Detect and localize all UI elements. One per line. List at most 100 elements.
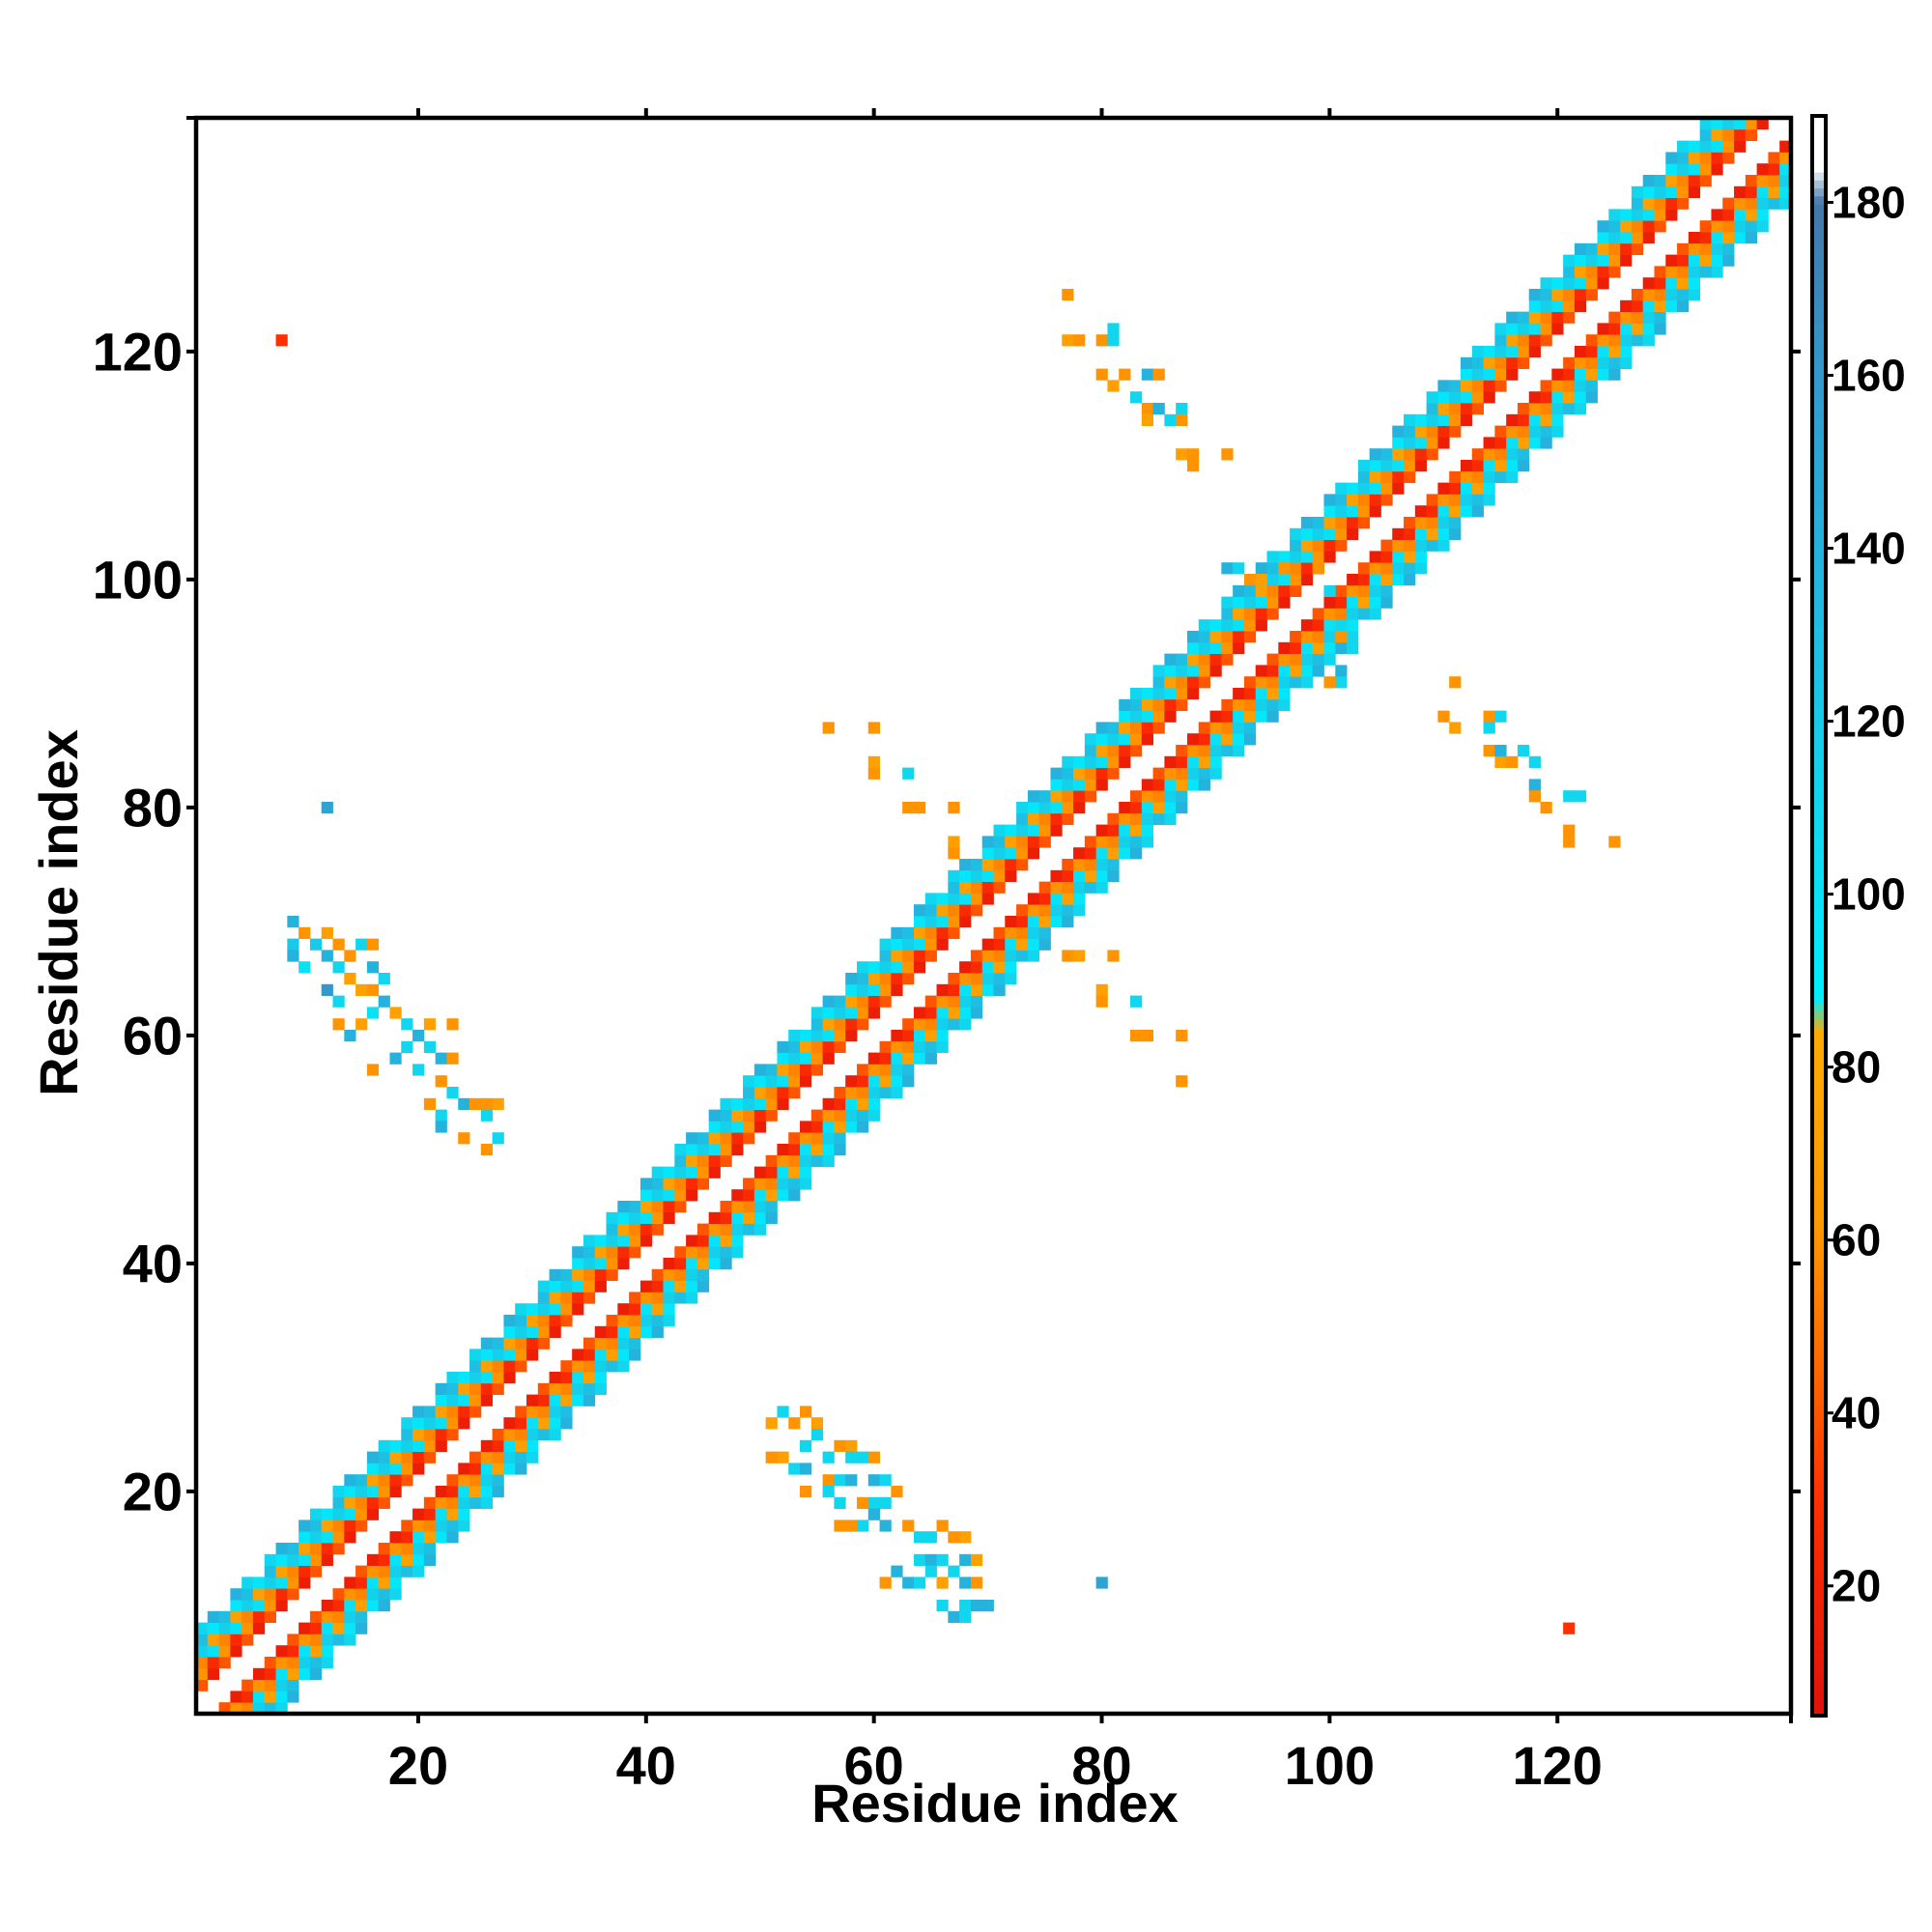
heatmap-cell (1062, 289, 1074, 301)
heatmap-cell (526, 1439, 539, 1452)
heatmap-cell (1426, 391, 1438, 404)
heatmap-cell (1369, 470, 1381, 483)
heatmap-cell (435, 1520, 447, 1532)
heatmap-cell (845, 995, 858, 1008)
heatmap-cell (1095, 983, 1108, 996)
heatmap-cell (526, 1394, 539, 1406)
colorbar-segment (1812, 1539, 1826, 1548)
heatmap-cell (800, 1178, 812, 1190)
heatmap-cell (446, 1417, 459, 1430)
heatmap-cell (1711, 140, 1723, 153)
heatmap-cell (856, 961, 869, 974)
heatmap-cell (1654, 289, 1666, 301)
heatmap-cell (913, 904, 926, 917)
colorbar-segment (1812, 1204, 1826, 1212)
heatmap-cell (1290, 665, 1302, 677)
heatmap-cell (948, 881, 960, 894)
heatmap-cell (1563, 266, 1576, 278)
heatmap-cell (617, 1349, 630, 1361)
heatmap-cell (1073, 859, 1086, 871)
heatmap-cell (537, 1382, 550, 1395)
heatmap-cell (1699, 254, 1712, 267)
heatmap-cell (1631, 197, 1644, 210)
heatmap-cell (1699, 128, 1712, 141)
colorbar-segment (1812, 1083, 1826, 1093)
colorbar-segment (1812, 1331, 1826, 1341)
heatmap-cell (1392, 470, 1405, 483)
heatmap-cell (1198, 733, 1210, 746)
heatmap-cell (948, 1018, 960, 1031)
heatmap-cell (1255, 665, 1267, 677)
heatmap-cell (264, 1588, 276, 1601)
colorbar-segment (1812, 1027, 1826, 1037)
heatmap-cell (1449, 517, 1462, 529)
colorbar-segment (1812, 851, 1826, 861)
heatmap-cell (879, 1040, 892, 1053)
heatmap-cell (686, 1280, 698, 1293)
heatmap-cell (1631, 209, 1644, 221)
heatmap-cell (1107, 722, 1120, 734)
heatmap-cell (298, 1577, 311, 1589)
heatmap-cell (572, 1258, 584, 1270)
heatmap-cell (1620, 334, 1633, 347)
heatmap-cell (480, 1349, 494, 1361)
heatmap-cell (720, 1109, 732, 1122)
heatmap-cell (788, 1075, 801, 1088)
heatmap-cell (617, 1258, 630, 1270)
heatmap-cell (1107, 745, 1120, 757)
heatmap-cell (1095, 995, 1108, 1008)
heatmap-cell (1563, 356, 1576, 369)
heatmap-cell (1300, 527, 1314, 540)
heatmap-cell (458, 1372, 470, 1384)
heatmap-cell (856, 1075, 869, 1088)
heatmap-cell (1084, 733, 1097, 746)
heatmap-cell (344, 1520, 356, 1532)
heatmap-cell (492, 1372, 504, 1384)
heatmap-cell (1312, 641, 1324, 654)
heatmap-cell (1608, 356, 1621, 369)
heatmap-cell (731, 1211, 744, 1224)
heatmap-cell (366, 1600, 380, 1612)
heatmap-cell (856, 1018, 869, 1031)
heatmap-cell (924, 1040, 937, 1053)
heatmap-cell (1494, 710, 1507, 723)
colorbar-segment (1812, 1363, 1826, 1373)
heatmap-cell (686, 1154, 698, 1167)
heatmap-cell (708, 1121, 721, 1133)
heatmap-cell (856, 1451, 869, 1463)
colorbar-segment (1812, 843, 1826, 853)
heatmap-cell (1062, 790, 1074, 803)
heatmap-cell (1130, 790, 1143, 803)
heatmap-cell (1164, 653, 1177, 666)
heatmap-cell (1677, 289, 1690, 301)
heatmap-cell (1483, 745, 1495, 757)
heatmap-cell (1745, 128, 1758, 141)
heatmap-cell (651, 1303, 664, 1316)
heatmap-cell (845, 1030, 858, 1042)
heatmap-cell (834, 1520, 846, 1532)
heatmap-cell (1688, 289, 1701, 301)
heatmap-cell (867, 1097, 880, 1110)
colorbar-segment (1812, 1292, 1826, 1301)
heatmap-cell (1494, 368, 1507, 381)
heatmap-cell (366, 961, 380, 974)
heatmap-cell (321, 983, 333, 996)
heatmap-cell (1734, 185, 1747, 198)
heatmap-cell (1540, 311, 1552, 324)
heatmap-cell (1186, 755, 1200, 768)
heatmap-cell (378, 1486, 390, 1498)
colorbar-segment (1812, 875, 1826, 885)
heatmap-cell (366, 1588, 380, 1601)
heatmap-cell (1380, 470, 1393, 483)
heatmap-cell (1665, 175, 1678, 187)
heatmap-cell (355, 1018, 368, 1031)
heatmap-cell (218, 1702, 231, 1715)
heatmap-cell (1357, 562, 1371, 575)
heatmap-cell (252, 1702, 266, 1715)
heatmap-cell (822, 1451, 835, 1463)
heatmap-cell (777, 1451, 789, 1463)
heatmap-cell (264, 1667, 276, 1680)
heatmap-cell (1176, 403, 1188, 415)
heatmap-cell (867, 755, 880, 768)
